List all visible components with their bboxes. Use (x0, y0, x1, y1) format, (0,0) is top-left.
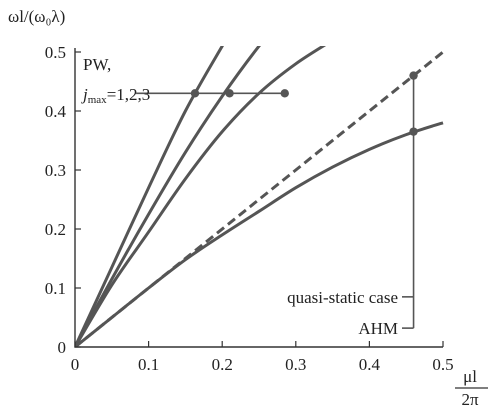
x-tick-label-0: 0 (71, 355, 80, 374)
right-marker-2 (409, 127, 418, 136)
leaders-group (136, 75, 415, 329)
pw-j: j (81, 85, 88, 104)
x-tick-label-3: 0.3 (285, 355, 306, 374)
y-axis-label: ωl/(ω₀λ) (8, 7, 65, 26)
quasi-static-label: quasi-static case (287, 288, 398, 307)
y-tick-label-4: 0.4 (45, 102, 67, 121)
series-line-3 (75, 46, 327, 347)
x-axis-label-denominator: 2π (461, 390, 479, 408)
x-axis-label-numerator: μl (463, 367, 477, 386)
x-tick-label-4: 0.4 (359, 355, 381, 374)
series-group (75, 46, 444, 347)
series-quasi-static-dashed (75, 50, 444, 347)
pw-marker-3 (280, 89, 289, 98)
y-tick-label-5: 0.5 (45, 43, 66, 62)
pw-marker-1 (190, 89, 200, 98)
series-line-4 (75, 121, 444, 347)
x-tick-label-2: 0.2 (212, 355, 233, 374)
pw-max-subscript: max (88, 94, 107, 106)
markers-group (190, 71, 418, 136)
y-tick-label-1: 0.1 (45, 279, 66, 298)
series-line-1 (75, 46, 224, 347)
pw-marker-2 (225, 89, 234, 98)
y-tick-label-2: 0.2 (45, 220, 66, 239)
y-tick-label-0: 0 (58, 338, 67, 357)
axes-frame (74, 48, 443, 348)
x-tick-label-5: 0.5 (432, 355, 453, 374)
x-tick-label-1: 0.1 (138, 355, 159, 374)
y-tick-label-3: 0.3 (45, 161, 66, 180)
series-line-2 (75, 46, 262, 347)
pw-values: =1,2,3 (107, 85, 151, 104)
right-marker-1 (409, 71, 418, 80)
ticks-group: 0 0.1 0.2 0.3 0.4 0.5 0 0.1 0.2 0.3 0.4 0.5 (45, 43, 454, 374)
pw-jmax-label: jmax=1,2,3 (81, 85, 150, 106)
pw-label: PW, (83, 55, 111, 74)
ahm-label: AHM (358, 319, 398, 338)
